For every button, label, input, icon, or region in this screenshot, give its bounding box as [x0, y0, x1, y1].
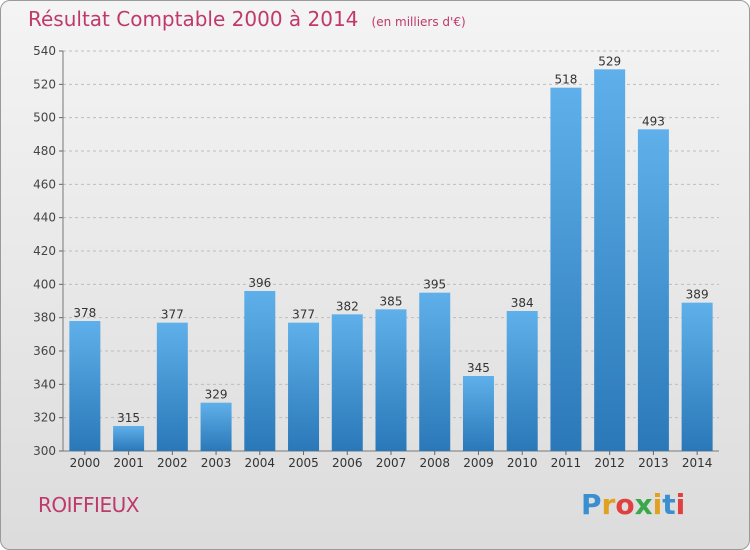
bars — [69, 69, 713, 452]
data-label: 329 — [205, 388, 228, 402]
x-tick-label: 2002 — [157, 456, 188, 470]
bar-2009 — [462, 376, 494, 451]
data-label: 518 — [554, 73, 577, 87]
x-tick-label: 2000 — [70, 456, 101, 470]
x-tick-label: 2001 — [113, 456, 144, 470]
y-tick-label: 400 — [33, 277, 56, 291]
x-tick-label: 2007 — [376, 456, 407, 470]
data-label: 384 — [511, 296, 534, 310]
chart-title-main: Résultat Comptable 2000 à 2014 — [28, 7, 359, 31]
y-tick-label: 320 — [33, 411, 56, 425]
proxiti-logo: Proxiti — [581, 488, 685, 521]
y-tick-label: 300 — [33, 444, 56, 458]
logo-letter: x — [634, 488, 653, 521]
chart-title-unit: (en milliers d'€) — [371, 15, 466, 29]
data-label: 377 — [161, 308, 184, 322]
data-label: 389 — [686, 288, 709, 302]
bar-2011 — [550, 87, 582, 452]
x-tick-label: 2013 — [638, 456, 669, 470]
y-tick-label: 440 — [33, 211, 56, 225]
data-label: 315 — [117, 411, 140, 425]
bar-2003 — [200, 402, 232, 451]
x-tick-label: 2003 — [201, 456, 232, 470]
bar-2000 — [69, 321, 101, 451]
logo-letter: t — [662, 488, 676, 521]
x-tick-label: 2011 — [551, 456, 582, 470]
logo-letter: r — [601, 488, 616, 521]
bar-2013 — [637, 129, 669, 452]
logo-letter: i — [675, 488, 686, 521]
data-label: 529 — [598, 54, 621, 68]
bar-2008 — [419, 292, 451, 451]
x-tick-label: 2010 — [507, 456, 538, 470]
y-tick-label: 420 — [33, 244, 56, 258]
y-tick-label: 460 — [33, 177, 56, 191]
bar-2002 — [156, 322, 188, 451]
y-tick-label: 520 — [33, 77, 56, 91]
y-tick-label: 380 — [33, 311, 56, 325]
y-tick-label: 360 — [33, 344, 56, 358]
commune-name: ROIFFIEUX — [38, 493, 139, 517]
data-label: 385 — [380, 294, 403, 308]
logo-letter: P — [581, 488, 602, 521]
data-label: 395 — [423, 278, 446, 292]
y-tick-label: 500 — [33, 111, 56, 125]
y-tick-label: 340 — [33, 377, 56, 391]
bar-2012 — [594, 69, 626, 451]
bar-2014 — [681, 302, 713, 451]
data-label: 396 — [248, 276, 271, 290]
data-label: 382 — [336, 299, 359, 313]
x-tick-label: 2014 — [682, 456, 713, 470]
chart-title: Résultat Comptable 2000 à 2014 (en milli… — [28, 7, 466, 31]
y-tick-label: 540 — [33, 44, 56, 58]
logo-letter: i — [652, 488, 663, 521]
data-label: 493 — [642, 114, 665, 128]
data-labels: 378 315 377 329 396 377 382 385 395 345 384 518 529 4… — [73, 54, 708, 425]
x-tick-label: 2012 — [594, 456, 625, 470]
x-tick-label: 2004 — [245, 456, 276, 470]
bar-2001 — [113, 426, 145, 451]
bar-2005 — [288, 322, 320, 451]
bar-2004 — [244, 291, 276, 451]
x-tick-label: 2008 — [419, 456, 450, 470]
bar-2007 — [375, 309, 407, 451]
x-tick-label: 2005 — [288, 456, 319, 470]
x-tick-label: 2006 — [332, 456, 363, 470]
data-label: 377 — [292, 308, 315, 322]
bar-2006 — [331, 314, 363, 451]
logo-letter: o — [615, 488, 635, 521]
y-tick-label: 480 — [33, 144, 56, 158]
x-tick-label: 2009 — [463, 456, 494, 470]
axes: 300 320 340 360 380 400 420 440 460 480 500 520 540 2… — [33, 44, 719, 470]
bar-2010 — [506, 311, 538, 451]
data-label: 378 — [73, 306, 96, 320]
data-label: 345 — [467, 361, 490, 375]
